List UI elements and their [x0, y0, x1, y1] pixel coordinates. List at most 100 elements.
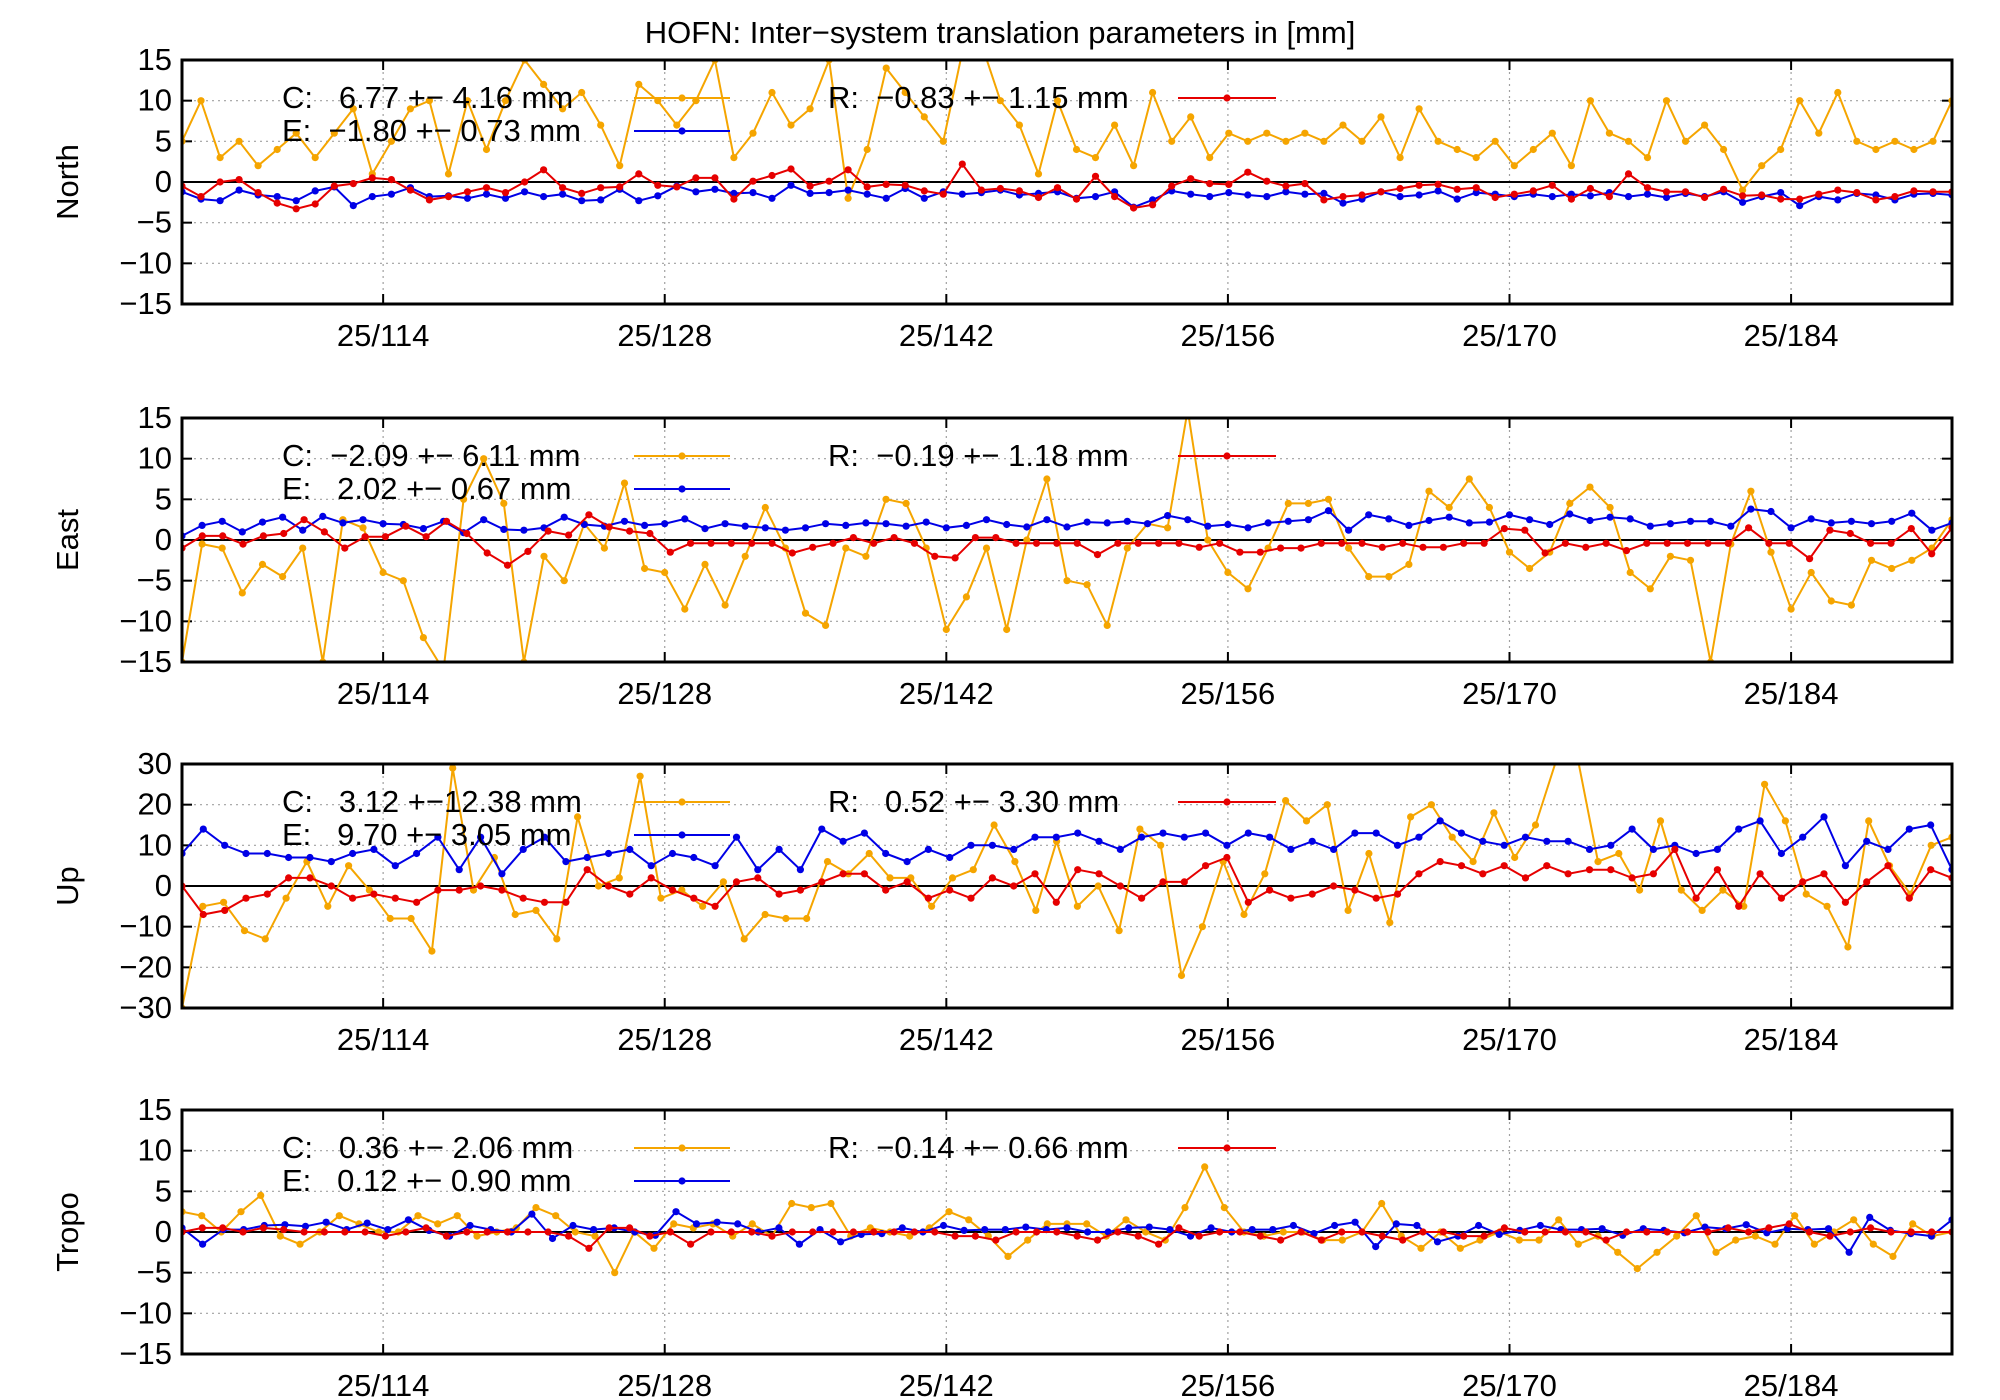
data-point-R [1015, 187, 1024, 195]
data-point-R [1826, 526, 1834, 534]
data-point-C [235, 137, 243, 145]
data-point-R [273, 199, 281, 207]
data-point-C [1261, 870, 1269, 878]
data-point-R [924, 894, 933, 902]
data-point-R [1225, 180, 1233, 188]
y-tick-label: 5 [155, 123, 172, 158]
data-point-E [960, 1226, 968, 1234]
data-point-E [1413, 1221, 1421, 1230]
data-point-C [1807, 568, 1815, 577]
data-point-E [818, 825, 826, 833]
data-point-R [1671, 845, 1679, 854]
data-point-E [1001, 1226, 1009, 1234]
y-tick-label: 30 [138, 746, 172, 781]
data-point-C [996, 97, 1005, 105]
data-point-R [1277, 1236, 1285, 1244]
data-point-R [341, 544, 349, 552]
data-point-R [1339, 193, 1347, 201]
data-point-C [444, 170, 453, 178]
data-point-C [1869, 1240, 1877, 1248]
legend-label-E: E: 9.70 +− 3.05 mm [282, 817, 572, 852]
data-point-R [829, 539, 837, 547]
data-point-C [1867, 556, 1876, 564]
data-point-E [583, 853, 591, 862]
data-point-C [292, 129, 300, 137]
data-point-R [903, 878, 911, 886]
data-point-E [1365, 511, 1373, 519]
data-point-C [1510, 162, 1518, 170]
data-point-R [1244, 898, 1252, 906]
data-point-R [1758, 191, 1766, 199]
data-point-C [1834, 88, 1842, 97]
data-point-E [1928, 526, 1936, 534]
data-point-C [553, 935, 561, 943]
data-point-E [620, 517, 629, 525]
data-point-C [1712, 1248, 1720, 1256]
data-point-R [1175, 1224, 1183, 1232]
data-point-E [604, 849, 613, 858]
data-point-C [1365, 573, 1373, 581]
data-point-E [1074, 829, 1082, 837]
data-point-R [216, 178, 224, 186]
data-point-C [1747, 487, 1755, 495]
y-tick-label: −5 [137, 563, 172, 598]
data-point-C [768, 88, 776, 97]
data-point-C [1758, 162, 1766, 170]
data-point-C [1686, 556, 1695, 564]
data-point-E [902, 522, 910, 530]
data-point-E [1666, 520, 1674, 528]
data-point-C [1615, 849, 1623, 858]
y-tick-label: 5 [155, 481, 172, 516]
data-point-E [749, 189, 757, 197]
panel-east: 15 10 5 0 −5 −10 −15 25/114 25/128 25/142 25/156 25… [50, 400, 1954, 711]
data-point-C [641, 564, 649, 573]
data-point-R [666, 548, 674, 556]
data-point-C [886, 874, 894, 882]
data-point-C [939, 137, 947, 145]
data-point-R [1624, 170, 1633, 178]
data-point-E [597, 196, 605, 204]
x-tick-label: 25/142 [899, 318, 994, 353]
data-point-R [1884, 862, 1892, 870]
data-point-C [1043, 475, 1051, 483]
data-point-E [701, 525, 709, 533]
data-point-R [668, 886, 677, 894]
data-point-R [1887, 1228, 1895, 1236]
data-point-C [600, 544, 609, 552]
data-point-E [1756, 817, 1764, 825]
data-point-E [1707, 517, 1715, 525]
data-point-R [524, 547, 532, 556]
data-point-R [503, 1228, 512, 1236]
data-point-C [414, 1212, 422, 1220]
data-point-C [1244, 585, 1252, 593]
data-point-C [1072, 145, 1081, 154]
y-tick-label: 10 [138, 83, 172, 118]
x-tick-label: 25/156 [1180, 676, 1275, 711]
data-point-C [1445, 503, 1453, 512]
data-point-C [827, 1199, 835, 1208]
data-point-C [1034, 170, 1043, 178]
data-point-E [349, 202, 357, 210]
data-point-C [1781, 817, 1789, 825]
data-point-R [1372, 894, 1380, 902]
data-point-R [604, 882, 613, 890]
data-point-C [1491, 137, 1499, 145]
data-point-E [1624, 193, 1633, 201]
data-point-E [1287, 845, 1295, 854]
data-point-R [1308, 890, 1316, 898]
data-point-R [1377, 188, 1385, 196]
data-point-R [768, 539, 776, 547]
y-tick-label: −15 [119, 286, 172, 321]
data-point-R [1436, 858, 1444, 866]
data-point-R [687, 1240, 695, 1248]
data-point-R [444, 193, 453, 201]
data-point-C [1656, 817, 1665, 825]
data-point-R [300, 1228, 308, 1236]
data-point-R [422, 1224, 430, 1232]
data-point-R [1434, 180, 1442, 188]
data-point-E [520, 526, 528, 534]
data-point-R [1301, 180, 1309, 188]
data-point-E [1905, 825, 1913, 833]
data-point-C [1490, 809, 1498, 817]
data-point-C [296, 1240, 304, 1248]
